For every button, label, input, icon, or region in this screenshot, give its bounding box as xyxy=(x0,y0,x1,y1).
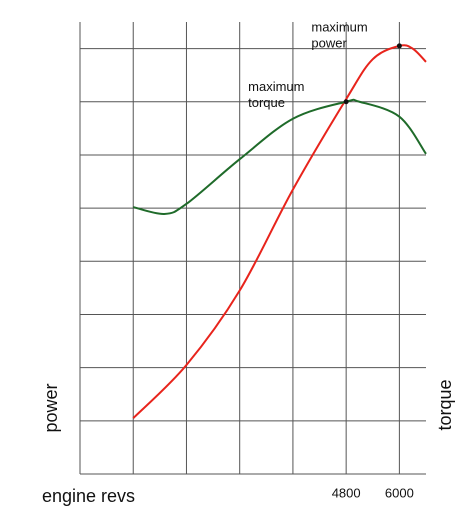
series-line xyxy=(132,98,427,215)
annotation: maximum xyxy=(311,19,367,34)
annotation: torque xyxy=(248,95,285,110)
annotation: power xyxy=(311,35,347,50)
annotation: maximum xyxy=(248,79,304,94)
y2-axis-label: torque xyxy=(435,379,455,430)
x-axis-label: engine revs xyxy=(42,486,135,506)
x-tick-label: 4800 xyxy=(332,485,361,500)
max-point xyxy=(396,43,402,49)
y-axis-label: power xyxy=(41,383,61,432)
max-point xyxy=(343,99,349,105)
series-line xyxy=(132,44,427,419)
x-tick-label: 6000 xyxy=(385,485,414,500)
